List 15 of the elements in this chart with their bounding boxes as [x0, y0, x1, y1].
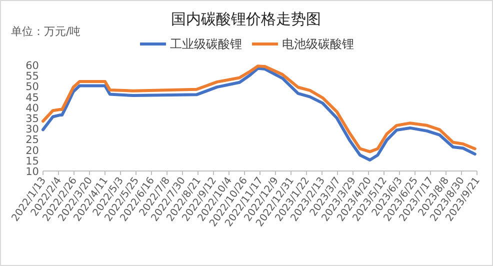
y-tick-label: 60 [26, 60, 39, 72]
y-tick-label: 50 [26, 81, 39, 94]
y-tick-label: 15 [26, 155, 39, 168]
y-tick-label: 10 [26, 166, 39, 178]
y-tick-label: 20 [26, 144, 39, 157]
y-tick-label: 25 [26, 134, 39, 146]
legend-label: 工业级碳酸锂 [170, 37, 242, 51]
y-tick-label: 35 [26, 113, 39, 125]
chart-title: 国内碳酸锂价格走势图 [171, 10, 321, 28]
y-tick-label: 55 [26, 70, 39, 83]
y-axis-title: 单位：万元/吨 [11, 25, 81, 38]
y-tick-label: 40 [26, 102, 39, 114]
legend-label: 电池级碳酸锂 [282, 37, 354, 51]
y-tick-label: 30 [26, 124, 39, 136]
y-tick-label: 45 [26, 92, 39, 104]
